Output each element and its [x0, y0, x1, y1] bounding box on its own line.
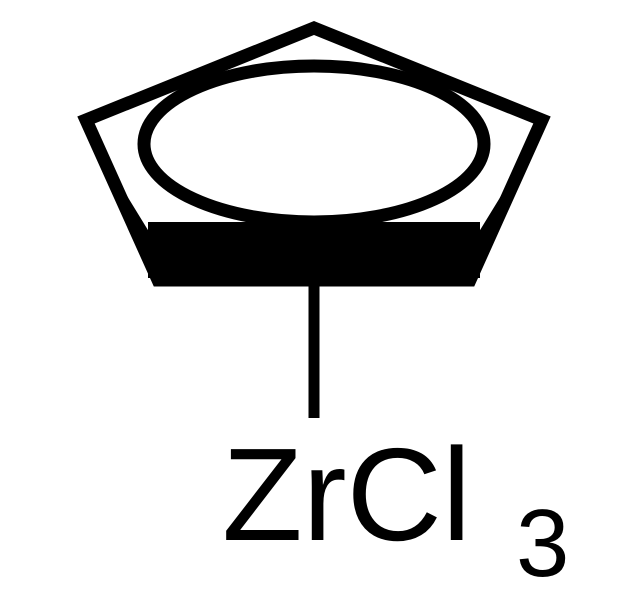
formula-subscript: 3 — [516, 490, 569, 594]
cyclopentadienyl-ring — [86, 28, 542, 280]
formula-main: ZrCl — [222, 421, 471, 568]
metal-formula: ZrCl 3 — [222, 421, 569, 594]
aromatic-ellipse — [144, 66, 484, 222]
